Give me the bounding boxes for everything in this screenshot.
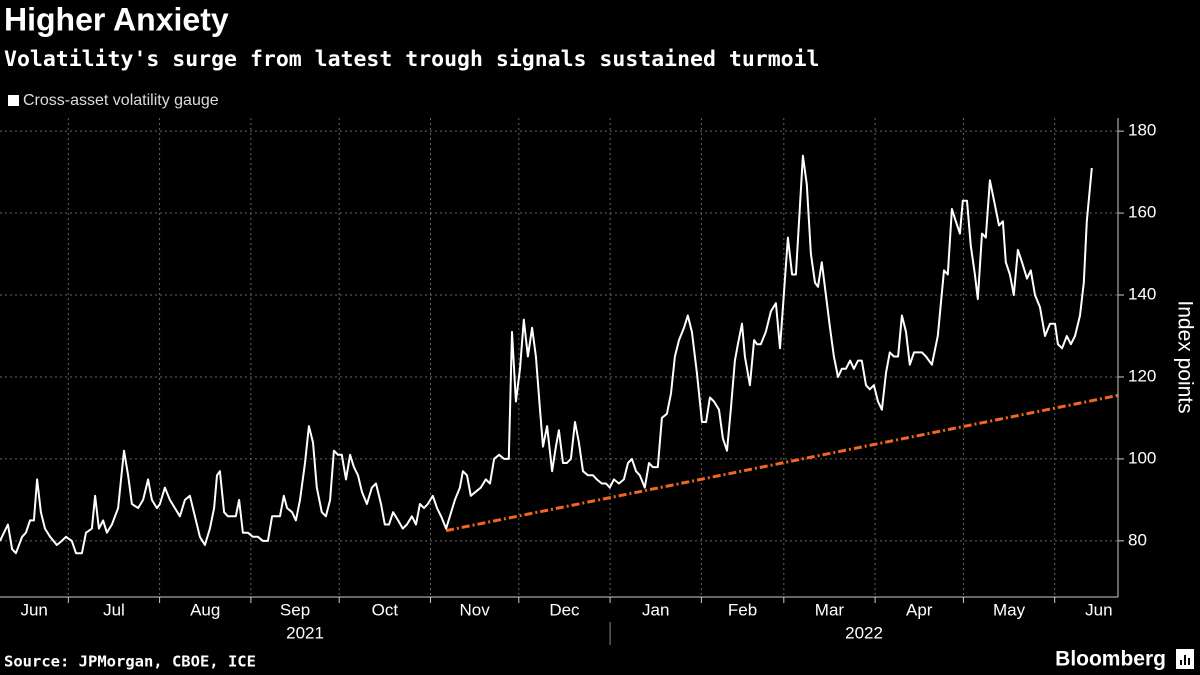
- x-tick-label: Nov: [460, 600, 491, 619]
- x-tick-label: May: [993, 600, 1026, 619]
- x-tick-label: Feb: [728, 600, 757, 619]
- brand: Bloomberg: [1055, 648, 1166, 671]
- x-tick-label: Oct: [372, 600, 399, 619]
- legend-label: Cross-asset volatility gauge: [23, 92, 219, 109]
- data-line: [0, 154, 1093, 555]
- y-tick-label: 120: [1128, 366, 1156, 385]
- brand-icon-bar: [1184, 655, 1186, 665]
- trend-line: [445, 393, 1119, 533]
- y-tick-label: 140: [1128, 284, 1156, 303]
- x-group-label: 2021: [286, 623, 324, 642]
- chart-subtitle: Volatility's surge from latest trough si…: [4, 47, 819, 72]
- x-tick-label: Dec: [549, 600, 580, 619]
- x-tick-label: Sep: [280, 600, 310, 619]
- x-tick-label: Aug: [190, 600, 220, 619]
- x-tick-label: Jan: [642, 600, 669, 619]
- y-tick-label: 100: [1128, 448, 1156, 467]
- x-tick-label: Apr: [906, 600, 933, 619]
- brand-icon-bar: [1180, 660, 1182, 665]
- x-tick-label: Jun: [1085, 600, 1112, 619]
- x-group-label: 2022: [845, 623, 883, 642]
- brand-icon-bar: [1188, 658, 1190, 665]
- source: Source: JPMorgan, CBOE, ICE: [4, 653, 256, 671]
- y-tick-label: 160: [1128, 203, 1156, 222]
- x-tick-label: Jul: [103, 600, 125, 619]
- legend-swatch: [8, 95, 19, 106]
- x-tick-label: Jun: [20, 600, 47, 619]
- brand-icon: [1176, 649, 1194, 669]
- y-tick-label: 80: [1128, 530, 1147, 549]
- y-axis-label: Index points: [1173, 300, 1196, 413]
- y-tick-label: 180: [1128, 121, 1156, 140]
- chart-title: Higher Anxiety: [4, 1, 229, 37]
- x-tick-label: Mar: [815, 600, 845, 619]
